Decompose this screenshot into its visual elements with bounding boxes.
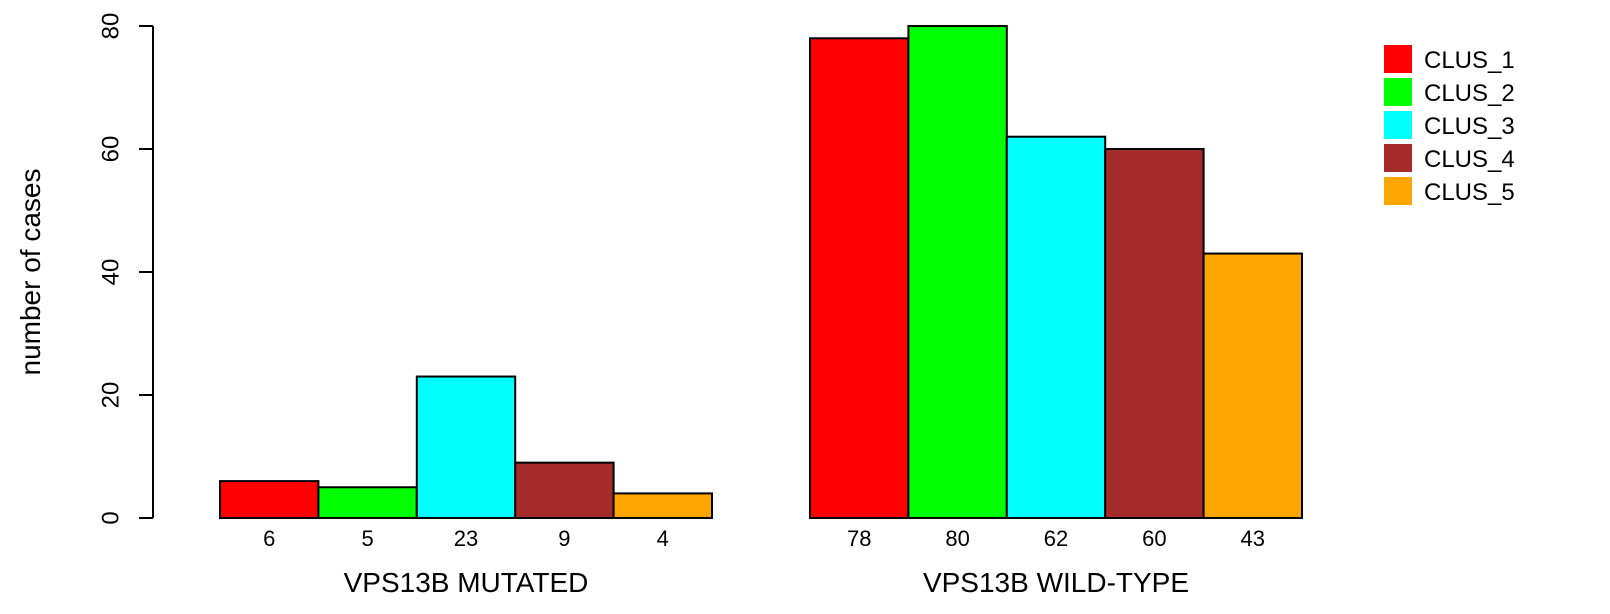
bars — [219, 25, 1303, 520]
bar-clus-1-wild-type — [809, 37, 910, 520]
legend-swatch — [1384, 78, 1412, 106]
legend-label: CLUS_3 — [1424, 113, 1515, 140]
y-tick-label: 20 — [98, 382, 125, 409]
bar-value-label: 9 — [558, 526, 570, 551]
bar-value-label: 62 — [1044, 526, 1068, 551]
bar-clus-2-wild-type — [907, 25, 1008, 519]
bar-value-label: 80 — [945, 526, 969, 551]
legend-label: CLUS_5 — [1424, 179, 1515, 206]
category-label: VPS13B MUTATED — [344, 567, 589, 598]
y-axis-title: number of cases — [15, 169, 46, 376]
bar-clus-4-wild-type — [1104, 148, 1205, 519]
bar-value-label: 5 — [361, 526, 373, 551]
legend-label: CLUS_2 — [1424, 80, 1515, 107]
y-axis: 0 20 40 60 80 — [98, 13, 154, 525]
bar-value-label: 43 — [1241, 526, 1265, 551]
bar-value-label: 4 — [657, 526, 669, 551]
y-tick-label: 60 — [98, 136, 125, 163]
bar-value-label: 6 — [263, 526, 275, 551]
y-tick-label: 80 — [98, 13, 125, 40]
legend-label: CLUS_1 — [1424, 47, 1515, 74]
value-labels: 6 5 23 9 4 78 80 62 60 43 — [263, 526, 1265, 551]
bar-clus-4-mutated — [514, 461, 615, 519]
category-label: VPS13B WILD-TYPE — [923, 567, 1189, 598]
bar-value-label: 60 — [1142, 526, 1166, 551]
legend: CLUS_1 CLUS_2 CLUS_3 CLUS_4 CLUS_5 — [1384, 45, 1515, 206]
legend-swatch — [1384, 177, 1412, 205]
legend-swatch — [1384, 45, 1412, 73]
legend-swatch — [1384, 111, 1412, 139]
y-tick-label: 40 — [98, 259, 125, 286]
bar-clus-3-wild-type — [1005, 135, 1107, 519]
bar-value-label: 78 — [847, 526, 871, 551]
bar-value-label: 23 — [454, 526, 478, 551]
bar-clus-2-mutated — [317, 486, 418, 519]
y-tick-label: 0 — [98, 511, 125, 524]
bar-clus-5-mutated — [612, 492, 713, 519]
bar-clus-5-wild-type — [1202, 252, 1303, 520]
bar-clus-3-mutated — [415, 375, 517, 519]
bar-clus-1-mutated — [219, 480, 320, 520]
legend-label: CLUS_4 — [1424, 146, 1515, 173]
legend-swatch — [1384, 144, 1412, 172]
group-labels: VPS13B MUTATED VPS13B WILD-TYPE — [344, 567, 1189, 598]
